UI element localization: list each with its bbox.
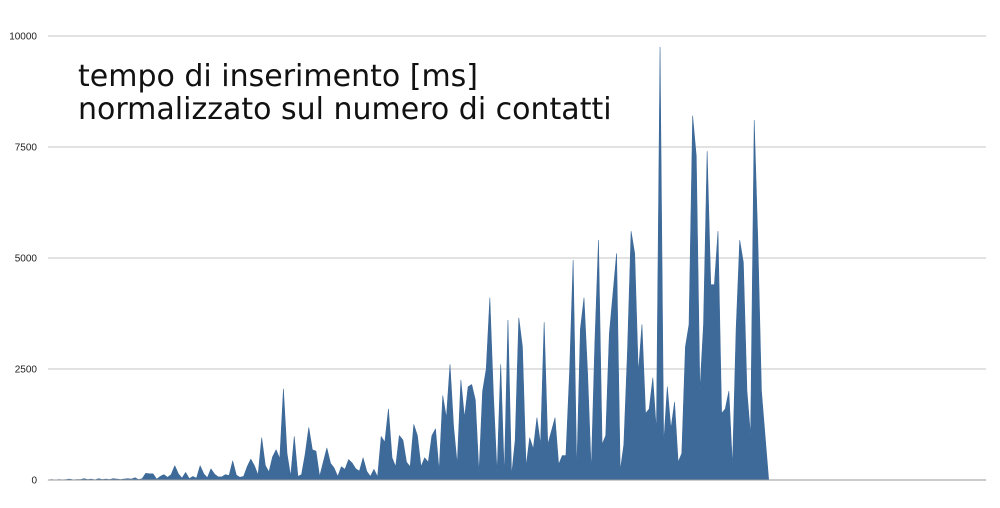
y-tick-label: 10000: [9, 32, 37, 43]
chart-title-line-1: tempo di inserimento [ms]: [78, 59, 478, 94]
y-tick-label: 0: [31, 476, 37, 487]
chart-title-line-2: normalizzato sul numero di contatti: [78, 92, 612, 127]
y-axis-tick-labels: 0 2500 5000 7500 10000: [9, 32, 37, 487]
y-tick-label: 7500: [15, 143, 38, 154]
y-tick-label: 5000: [15, 254, 38, 265]
y-tick-label: 2500: [15, 365, 38, 376]
